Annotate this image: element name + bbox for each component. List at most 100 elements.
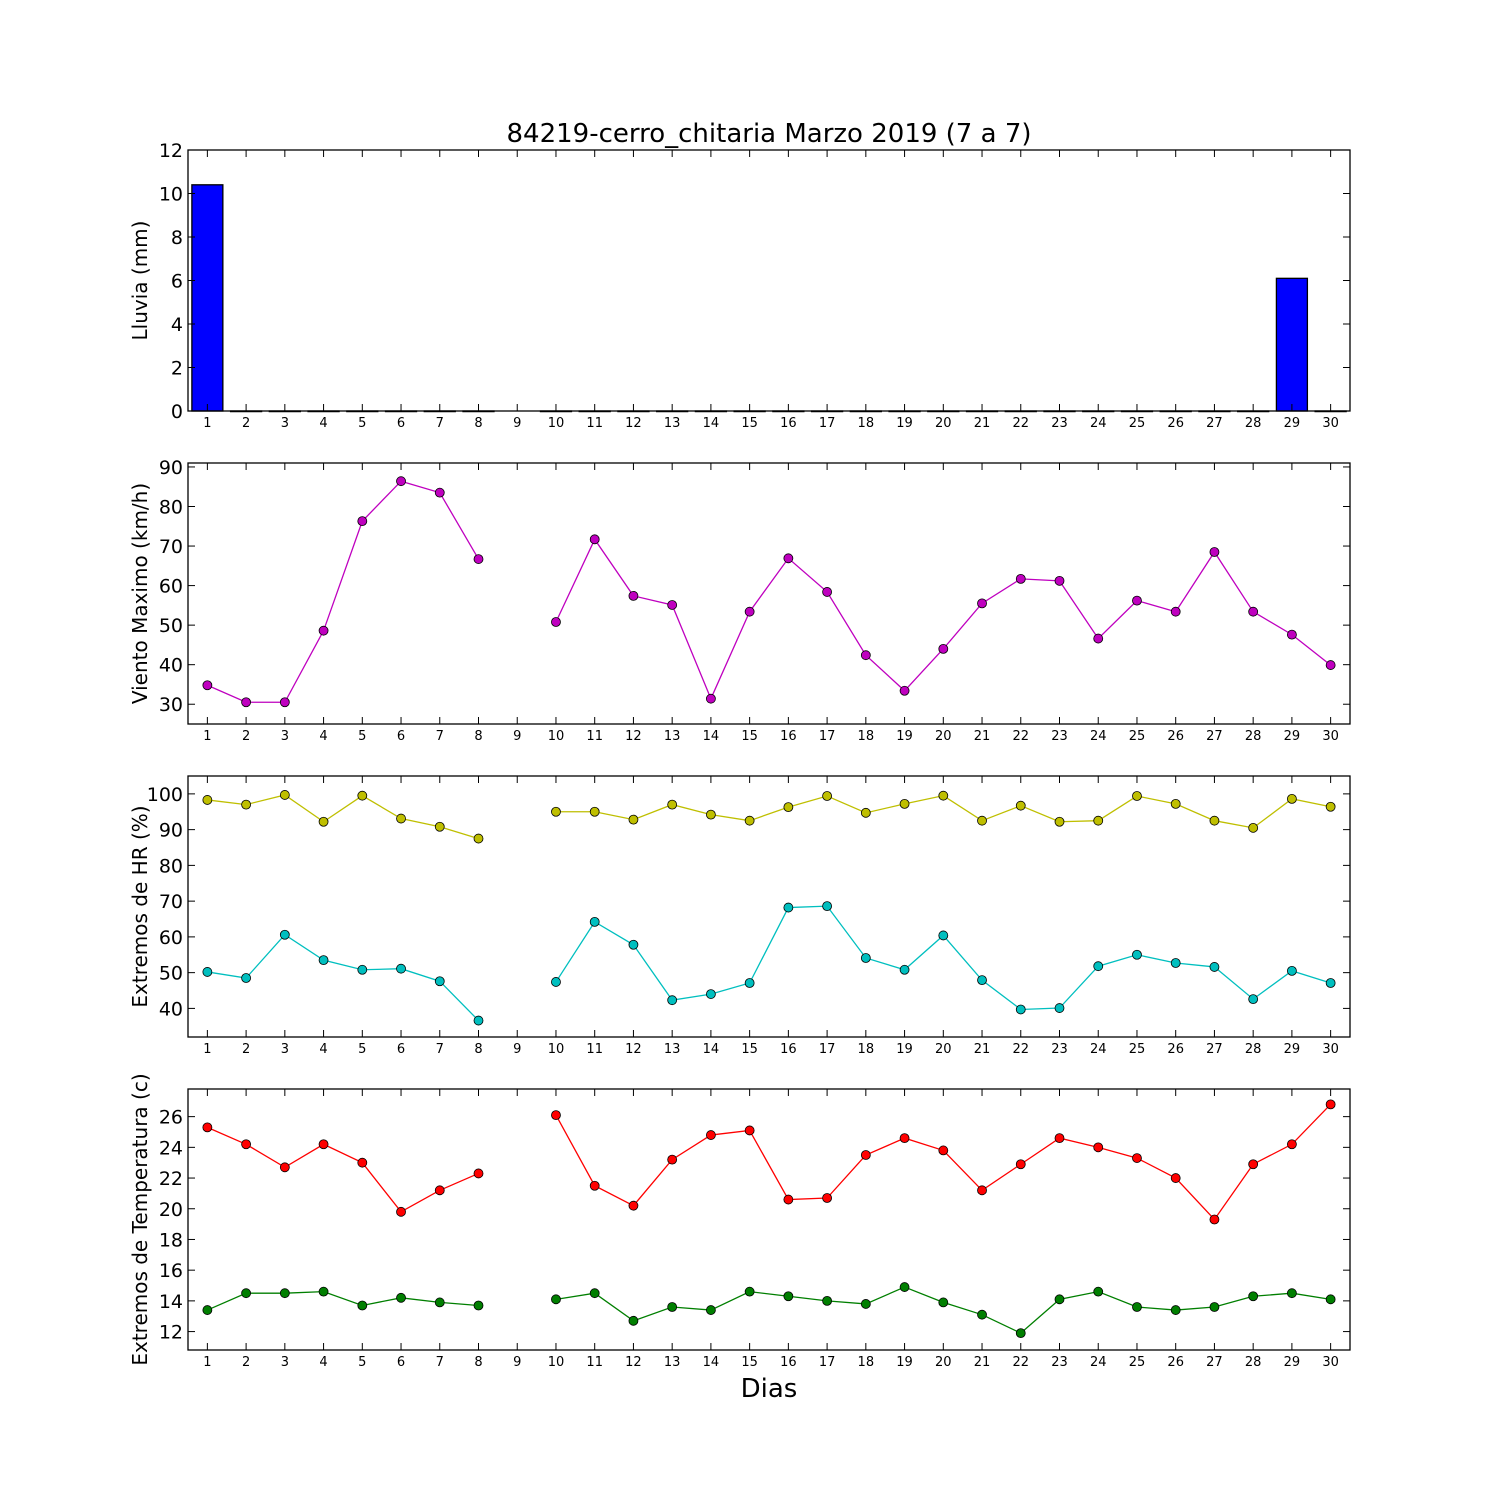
y-tick-label: 70 [159,891,183,913]
data-point-day-28 [1248,606,1259,617]
data-point-day-7 [434,821,445,832]
data-point-day-16 [783,902,794,913]
data-point-day-27 [1209,1302,1220,1312]
data-point-day-13 [667,799,678,810]
y-tick-label: 40 [159,655,183,677]
y-tick-label: 8 [171,227,183,249]
data-point-day-5 [357,1300,368,1311]
data-point-day-27 [1209,1214,1220,1225]
x-tick-label: 23 [1051,1355,1068,1370]
x-tick-label: 27 [1206,1042,1223,1057]
y-tick-label: 14 [159,1291,183,1313]
x-tick-label: 14 [703,729,720,744]
data-point-day-2 [241,1288,252,1299]
data-point-day-6 [396,813,406,824]
data-point-day-18 [860,650,871,661]
data-point-day-27 [1209,815,1220,826]
x-tick-label: 29 [1284,1355,1301,1370]
data-point-day-12 [628,939,639,950]
data-point-day-13 [667,600,678,610]
data-point-day-23 [1054,1133,1065,1144]
x-tick-label: 11 [586,1042,603,1057]
series-line-1 [207,1126,479,1213]
y-axis-label: Viento Maximo (km/h) [128,483,152,704]
data-point-day-8 [473,1168,484,1179]
data-point-day-15 [744,1125,755,1136]
y-tick-label: 12 [159,140,183,162]
data-point-day-8 [473,554,484,564]
x-tick-label: 3 [281,1042,289,1057]
x-tick-label: 6 [397,416,405,431]
y-tick-label: 16 [159,1260,183,1282]
x-tick-label: 24 [1090,729,1107,744]
data-point-day-4 [318,816,329,827]
data-point-day-12 [628,1315,639,1326]
x-tick-label: 4 [319,416,327,431]
data-point-day-21 [977,598,987,609]
data-point-day-25 [1132,949,1142,960]
x-tick-label: 4 [319,1042,327,1057]
x-tick-label: 30 [1322,729,1339,744]
x-tick-label: 29 [1284,1042,1301,1057]
x-tick-label: 23 [1051,729,1068,744]
x-tick-label: 22 [1012,1042,1029,1057]
data-point-day-2 [241,697,252,708]
x-tick-label: 21 [974,416,991,431]
x-tick-label: 21 [974,1355,991,1370]
data-point-day-10 [551,1110,561,1120]
data-point-day-17 [822,901,832,912]
data-point-day-29 [1287,1288,1297,1299]
y-tick-label: 20 [159,1199,183,1221]
y-tick-label: 24 [159,1137,183,1159]
data-point-day-12 [628,814,639,825]
panel-frame [187,775,1351,1038]
data-point-day-3 [279,1288,290,1299]
x-tick-label: 19 [896,416,913,431]
data-point-day-19 [899,964,910,975]
x-tick-label: 10 [548,1355,565,1370]
x-tick-label: 11 [586,1355,603,1370]
x-tick-label: 12 [625,729,642,744]
data-point-day-11 [589,806,600,817]
data-point-day-27 [1209,547,1220,557]
data-point-day-26 [1170,1305,1181,1315]
x-tick-label: 3 [281,1355,289,1370]
x-tick-label: 9 [513,416,521,431]
data-point-day-12 [628,1200,639,1211]
data-point-day-30 [1325,1099,1336,1110]
data-point-day-18 [860,807,871,818]
x-tick-label: 25 [1129,729,1146,744]
x-tick-label: 13 [664,1042,681,1057]
x-tick-label: 12 [625,416,642,431]
y-axis-label: Lluvia (mm) [128,221,152,341]
data-point-day-25 [1132,1302,1142,1312]
data-point-day-27 [1209,962,1220,972]
data-point-day-20 [938,1297,949,1308]
data-point-day-1 [202,795,213,805]
data-point-day-14 [706,1305,716,1315]
y-tick-label: 70 [159,536,183,558]
y-tick-label: 0 [171,401,183,423]
x-tick-label: 1 [203,729,211,744]
y-axis-label: Extremos de HR (%) [128,805,152,1007]
x-tick-label: 11 [586,729,603,744]
data-point-day-19 [899,1282,910,1292]
y-tick-label: 6 [171,271,183,293]
chart-title: 84219-cerro_chitaria Marzo 2019 (7 a 7) [506,119,1031,149]
x-tick-label: 2 [242,416,250,431]
x-tick-label: 22 [1012,416,1029,431]
data-point-day-28 [1248,1159,1259,1170]
series-line-2 [207,1291,479,1311]
x-tick-label: 6 [397,1042,405,1057]
y-tick-label: 60 [159,927,183,949]
x-tick-label: 14 [703,1042,720,1057]
x-tick-label: 5 [358,1355,366,1370]
data-point-day-10 [551,977,561,987]
data-point-day-23 [1054,1294,1065,1305]
data-point-day-22 [1015,1159,1026,1170]
data-point-day-5 [357,790,368,801]
x-tick-label: 26 [1167,1042,1184,1057]
data-point-day-18 [860,1299,871,1309]
x-tick-label: 30 [1322,1042,1339,1057]
x-tick-label: 29 [1284,416,1301,431]
